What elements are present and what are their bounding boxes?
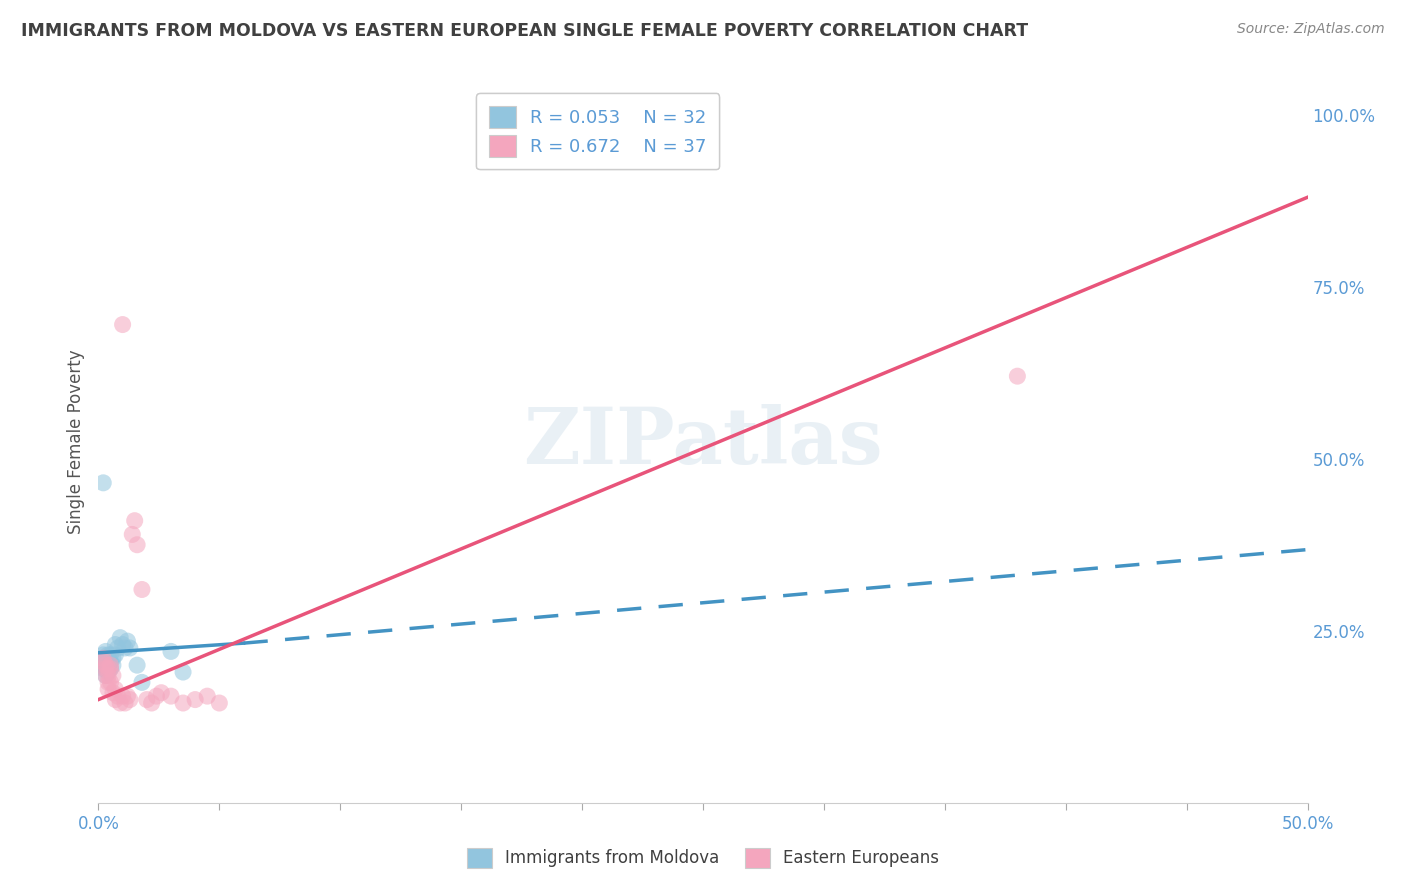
Y-axis label: Single Female Poverty: Single Female Poverty bbox=[66, 350, 84, 533]
Point bbox=[100, 658, 122, 673]
Point bbox=[97, 655, 120, 669]
Point bbox=[114, 640, 136, 655]
Point bbox=[141, 696, 163, 710]
Point bbox=[104, 638, 127, 652]
Point bbox=[131, 582, 153, 597]
Point bbox=[97, 651, 120, 665]
Point bbox=[108, 631, 131, 645]
Text: IMMIGRANTS FROM MOLDOVA VS EASTERN EUROPEAN SINGLE FEMALE POVERTY CORRELATION CH: IMMIGRANTS FROM MOLDOVA VS EASTERN EUROP… bbox=[21, 22, 1028, 40]
Point bbox=[97, 662, 120, 676]
Point bbox=[111, 638, 134, 652]
Point bbox=[101, 651, 124, 665]
Point bbox=[208, 696, 231, 710]
Point bbox=[101, 668, 124, 682]
Point bbox=[121, 527, 143, 541]
Point bbox=[91, 475, 114, 490]
Point bbox=[127, 538, 149, 552]
Point bbox=[104, 692, 127, 706]
Point bbox=[94, 662, 117, 676]
Point bbox=[91, 655, 114, 669]
Point bbox=[97, 675, 120, 690]
Point bbox=[108, 696, 131, 710]
Point bbox=[94, 662, 117, 676]
Point bbox=[117, 634, 139, 648]
Point bbox=[100, 655, 122, 669]
Point bbox=[124, 514, 146, 528]
Point bbox=[100, 662, 122, 676]
Point bbox=[91, 651, 114, 665]
Point bbox=[94, 651, 117, 665]
Point bbox=[94, 668, 117, 682]
Point bbox=[111, 318, 134, 332]
Point bbox=[100, 662, 122, 676]
Point bbox=[145, 689, 167, 703]
Point bbox=[114, 696, 136, 710]
Point bbox=[172, 665, 194, 679]
Point bbox=[104, 682, 127, 697]
Point bbox=[117, 689, 139, 703]
Point bbox=[91, 655, 114, 669]
Point bbox=[94, 644, 117, 658]
Point bbox=[91, 648, 114, 662]
Text: ZIPatlas: ZIPatlas bbox=[523, 403, 883, 480]
Point bbox=[107, 640, 129, 655]
Point bbox=[150, 686, 173, 700]
Point bbox=[118, 640, 141, 655]
Point bbox=[135, 692, 157, 706]
Point bbox=[91, 662, 114, 676]
Point bbox=[172, 696, 194, 710]
Point bbox=[101, 686, 124, 700]
Point bbox=[94, 668, 117, 682]
Text: Source: ZipAtlas.com: Source: ZipAtlas.com bbox=[1237, 22, 1385, 37]
Legend: Immigrants from Moldova, Eastern Europeans: Immigrants from Moldova, Eastern Europea… bbox=[460, 841, 946, 875]
Point bbox=[127, 658, 149, 673]
Point bbox=[100, 648, 122, 662]
Point bbox=[97, 648, 120, 662]
Point bbox=[107, 689, 129, 703]
Point bbox=[118, 692, 141, 706]
Point bbox=[100, 675, 122, 690]
Point bbox=[91, 658, 114, 673]
Point bbox=[111, 689, 134, 703]
Point bbox=[97, 658, 120, 673]
Point bbox=[160, 689, 183, 703]
Point bbox=[195, 689, 218, 703]
Point bbox=[131, 675, 153, 690]
Point bbox=[184, 692, 207, 706]
Point bbox=[101, 658, 124, 673]
Point bbox=[160, 644, 183, 658]
Point bbox=[1007, 369, 1029, 384]
Point bbox=[104, 648, 127, 662]
Legend: R = 0.053    N = 32, R = 0.672    N = 37: R = 0.053 N = 32, R = 0.672 N = 37 bbox=[477, 93, 720, 169]
Point bbox=[97, 682, 120, 697]
Point bbox=[97, 668, 120, 682]
Point bbox=[91, 651, 114, 665]
Point bbox=[97, 665, 120, 679]
Point bbox=[94, 658, 117, 673]
